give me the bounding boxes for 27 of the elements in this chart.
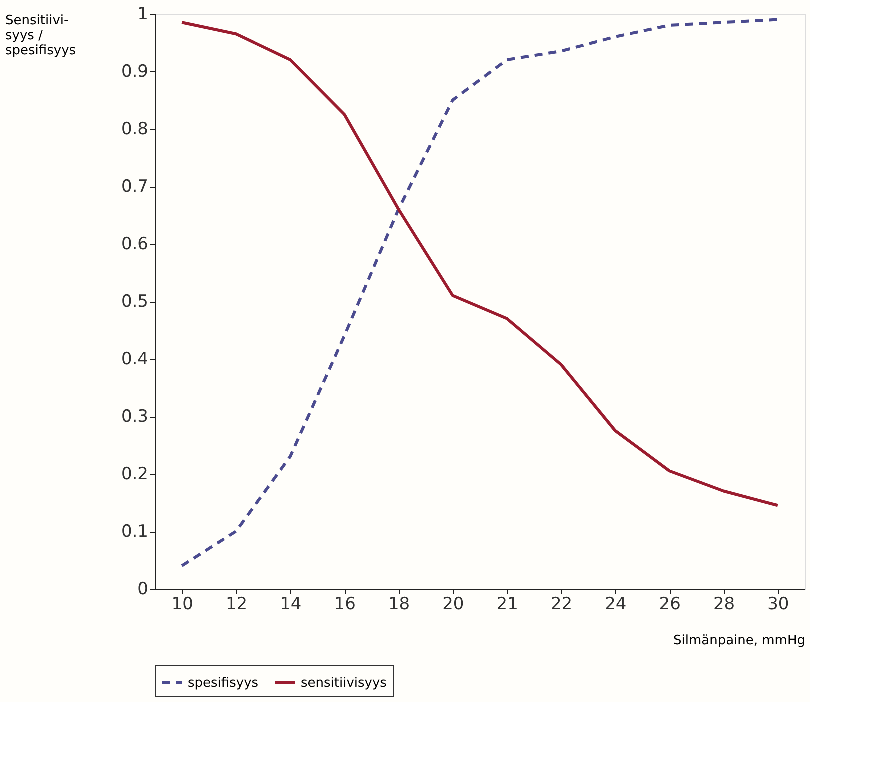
y-tick-label: 0.1 xyxy=(121,522,148,542)
x-axis-title: Silmänpaine, mmHg xyxy=(673,634,806,648)
y-tick-label: 0.7 xyxy=(121,177,148,197)
legend-label: sensitiivisyys xyxy=(301,676,388,691)
x-tick-label: 10 xyxy=(172,594,194,614)
x-tick-label: 30 xyxy=(768,594,790,614)
x-tick-label: 16 xyxy=(334,594,356,614)
y-tick-label: 0.9 xyxy=(121,62,148,82)
x-tick-label: 20 xyxy=(442,594,464,614)
y-tick-label: 0.4 xyxy=(121,350,148,370)
x-tick-label: 18 xyxy=(388,594,410,614)
x-tick-label: 14 xyxy=(280,594,302,614)
x-tick-label: 26 xyxy=(659,594,681,614)
y-tick-label: 0.6 xyxy=(121,234,148,254)
y-tick-label: 0 xyxy=(138,580,148,600)
x-tick-label: 12 xyxy=(226,594,248,614)
x-tick-label: 21 xyxy=(496,594,518,614)
y-axis-title: Sensitiivi- syys / spesifisyys xyxy=(6,14,76,58)
y-tick-label: 0.3 xyxy=(121,407,148,427)
x-tick-label: 24 xyxy=(605,594,627,614)
y-tick-label: 1 xyxy=(138,4,148,24)
y-tick-label: 0.8 xyxy=(121,120,148,140)
y-tick-label: 0.2 xyxy=(121,464,148,484)
x-tick-label: 28 xyxy=(713,594,736,614)
x-tick-label: 22 xyxy=(550,594,573,614)
legend-label: spesifisyys xyxy=(188,676,259,691)
y-tick-label: 0.5 xyxy=(121,292,148,312)
